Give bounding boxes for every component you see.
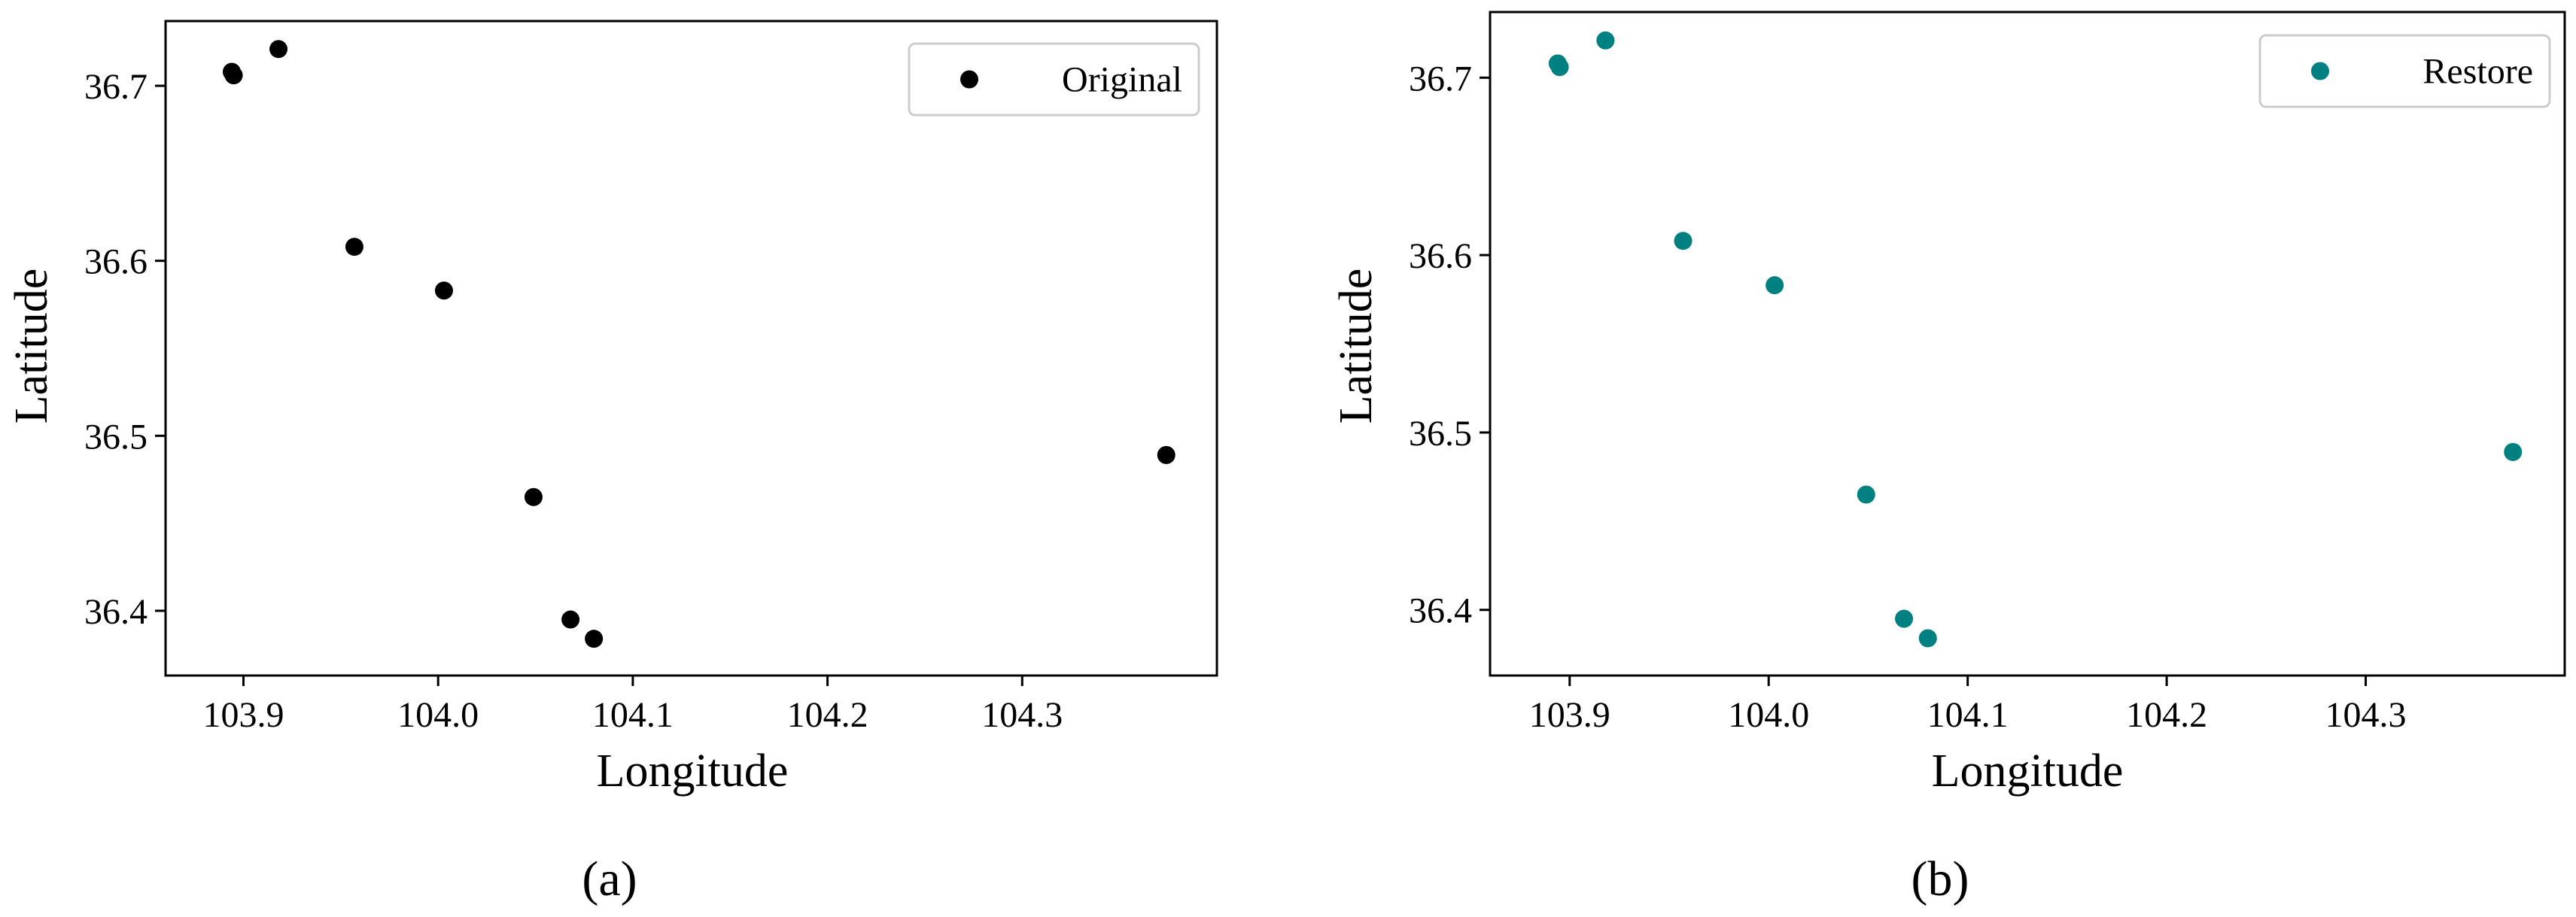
x-tick-label: 104.3 [2325, 695, 2407, 735]
data-point [1895, 609, 1914, 628]
data-point [561, 610, 580, 629]
y-tick-label: 36.5 [84, 417, 148, 457]
data-point [224, 66, 243, 85]
legend: Restore [2258, 34, 2551, 108]
y-tick-label: 36.7 [84, 67, 148, 107]
x-tick-label: 104.0 [1728, 695, 1809, 735]
legend-label: Original [1062, 60, 1182, 100]
axes-frame [1489, 11, 2566, 677]
y-axis-title: Latitude [1331, 269, 1382, 424]
data-point [1550, 58, 1569, 77]
legend-marker [2311, 62, 2329, 80]
y-tick-label: 36.4 [1409, 591, 1472, 631]
data-point [1674, 232, 1692, 251]
data-point [345, 238, 363, 257]
panel-label: (a) [582, 852, 637, 906]
data-point [1857, 485, 1875, 504]
x-tick-label: 104.3 [981, 695, 1063, 735]
data-point [1596, 31, 1615, 50]
data-point [269, 40, 288, 59]
axes-frame [164, 20, 1218, 677]
legend-marker [960, 70, 978, 89]
panel-label: (b) [1911, 852, 1969, 906]
y-tick-label: 36.6 [84, 242, 148, 282]
data-point [524, 487, 543, 506]
y-axis-title: Latitude [6, 269, 57, 424]
y-tick-label: 36.6 [1409, 236, 1472, 276]
data-point [2504, 442, 2523, 461]
chart-panel-2: 103.9 104.0 104.1 104.2 104.3 36.4 36.5 36.6 36.… [1331, 11, 2566, 906]
data-point [434, 281, 453, 300]
x-tick-label: 104.1 [1927, 695, 2009, 735]
y-tick-label: 36.4 [84, 592, 148, 632]
legend: Original [908, 42, 1200, 117]
legend-box [908, 42, 1200, 117]
x-tick-label: 104.1 [592, 695, 674, 735]
x-tick-label: 103.9 [202, 695, 284, 735]
legend-label: Restore [2422, 52, 2533, 92]
y-tick-label: 36.7 [1409, 59, 1472, 99]
legend-box [2258, 34, 2551, 108]
x-tick-label: 104.0 [397, 695, 479, 735]
x-tick-label: 103.9 [1529, 695, 1610, 735]
x-tick-label: 104.2 [2126, 695, 2207, 735]
data-point [1157, 445, 1175, 464]
y-tick-label: 36.5 [1409, 414, 1472, 454]
data-point [585, 630, 604, 648]
data-point [1918, 629, 1937, 648]
x-axis-title: Longitude [1932, 745, 2124, 797]
chart-panel-1: 103.9 104.0 104.1 104.2 104.3 36.4 36.5 36.6 36.… [6, 20, 1218, 906]
x-axis-title: Longitude [597, 745, 789, 797]
x-tick-label: 104.2 [787, 695, 868, 735]
data-point [1765, 276, 1784, 295]
